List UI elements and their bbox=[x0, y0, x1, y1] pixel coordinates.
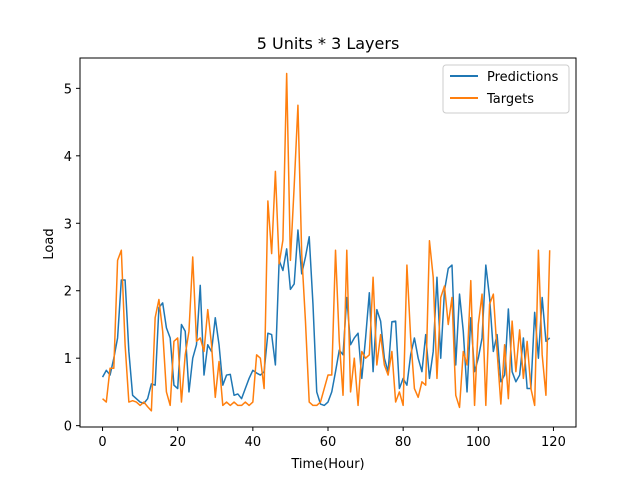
y-tick-label: 0 bbox=[64, 420, 72, 435]
y-tick-label: 5 bbox=[64, 82, 72, 97]
x-axis-label: Time(Hour) bbox=[290, 457, 364, 472]
y-tick-label: 1 bbox=[64, 352, 72, 367]
y-tick-label: 3 bbox=[64, 217, 72, 232]
plot-area bbox=[101, 72, 551, 412]
x-tick-label: 100 bbox=[466, 435, 491, 450]
x-tick-label: 80 bbox=[395, 435, 412, 450]
y-axis-ticks: 0 1 2 3 4 5 bbox=[64, 82, 80, 435]
legend: Predictions Targets bbox=[442, 64, 570, 114]
x-axis-ticks: 0 20 40 60 80 100 120 bbox=[98, 427, 566, 450]
x-tick-label: 40 bbox=[245, 435, 262, 450]
x-tick-label: 0 bbox=[98, 435, 106, 450]
x-tick-label: 20 bbox=[169, 435, 186, 450]
y-tick-label: 2 bbox=[64, 285, 72, 300]
y-tick-label: 4 bbox=[64, 150, 72, 165]
x-tick-label: 120 bbox=[541, 435, 566, 450]
chart-title: 5 Units * 3 Layers bbox=[257, 34, 400, 53]
series-line-1 bbox=[102, 72, 551, 412]
y-axis-label: Load bbox=[42, 228, 57, 259]
legend-label-0: Predictions bbox=[487, 70, 559, 85]
x-tick-label: 60 bbox=[320, 435, 337, 450]
plot-frame bbox=[79, 57, 577, 428]
series-line-0 bbox=[101, 229, 551, 407]
legend-label-1: Targets bbox=[486, 92, 534, 107]
